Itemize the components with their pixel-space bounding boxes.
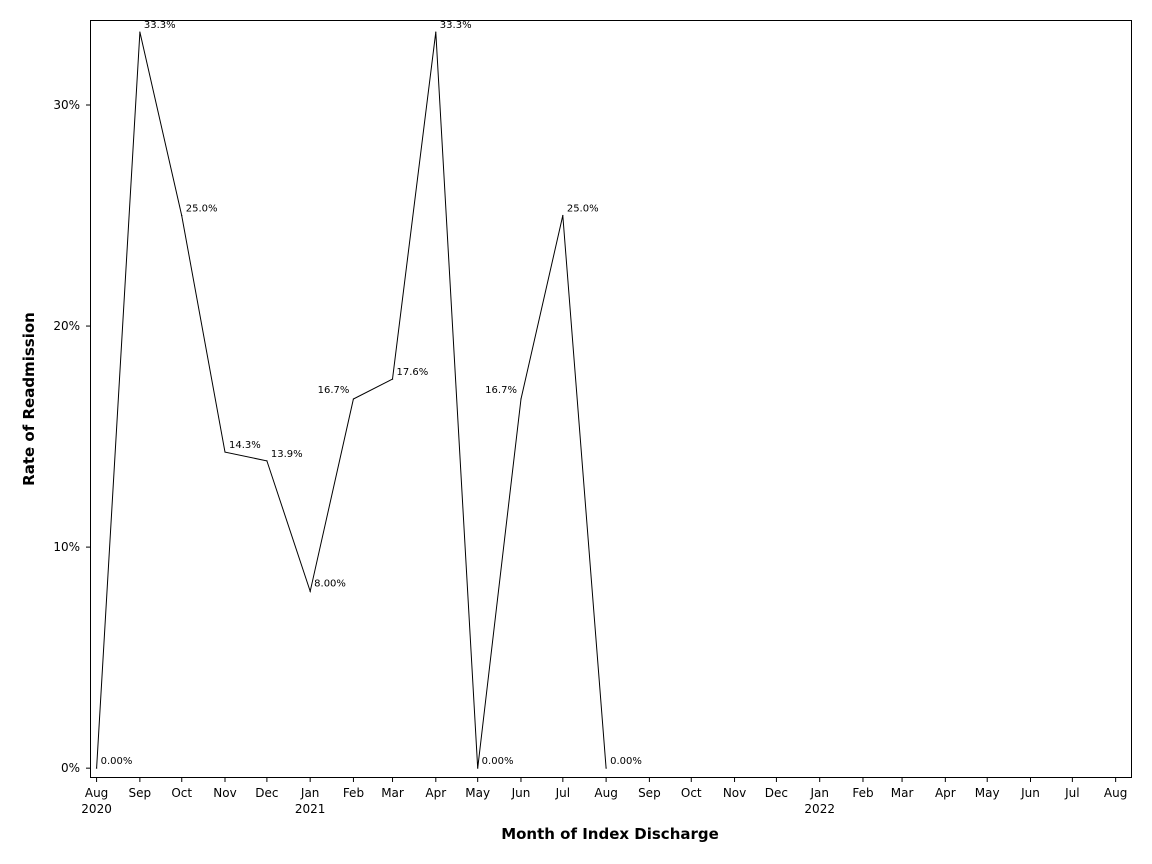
data-point — [352, 398, 355, 400]
data-point — [435, 31, 437, 33]
data-point — [520, 398, 522, 400]
x-tick-label: Mar — [381, 786, 404, 800]
x-tick-label: Dec — [765, 786, 788, 800]
series-layer — [95, 31, 607, 769]
data-point — [391, 378, 394, 380]
x-tick-label: Sep — [129, 786, 152, 800]
data-label: 16.7% — [318, 385, 350, 396]
x-tick-label: Jun — [1020, 786, 1040, 800]
y-tick-label: 0% — [61, 761, 80, 775]
x-tick-label: Jan — [809, 786, 829, 800]
data-label: 8.00% — [314, 578, 346, 589]
data-label: 25.0% — [567, 204, 599, 215]
x-tick-label: Aug — [1104, 786, 1127, 800]
data-label: 0.00% — [101, 756, 133, 767]
data-label: 33.3% — [440, 20, 472, 31]
x-axis-title: Month of Index Discharge — [501, 825, 719, 843]
x-tick-label: Aug — [594, 786, 617, 800]
series-line — [96, 31, 607, 769]
data-label: 17.6% — [397, 367, 429, 378]
data-point — [181, 214, 183, 217]
data-point — [605, 767, 607, 769]
plot-frame — [90, 20, 1132, 778]
data-point — [562, 214, 564, 217]
x-tick-year-label: 2022 — [804, 802, 835, 816]
data-point — [95, 767, 98, 769]
data-label: 25.0% — [186, 204, 218, 215]
y-tick-label: 10% — [53, 540, 80, 554]
x-tick-label: Jan — [300, 786, 320, 800]
x-tick-label: Mar — [891, 786, 914, 800]
data-label: 0.00% — [610, 756, 642, 767]
y-axis-title: Rate of Readmission — [20, 312, 38, 486]
data-point — [139, 31, 141, 33]
x-tick-label: Jul — [555, 786, 570, 800]
x-tick-year-label: 2020 — [81, 802, 112, 816]
x-tick-label: Oct — [681, 786, 702, 800]
data-labels: 0.00% 33.3% 25.0% 14.3% 13.9% 8.00% 16.7% 17.6%… — [101, 20, 642, 767]
data-label: 16.7% — [485, 385, 517, 396]
x-tick-label: Feb — [852, 786, 873, 800]
x-tick-label: Jun — [511, 786, 531, 800]
x-tick-label: May — [465, 786, 490, 800]
x-axis: Aug 2020 Sep Oct Nov Dec Jan 2021 Feb Mar Apr May Ju… — [81, 777, 1127, 816]
x-tick-label: Jul — [1064, 786, 1079, 800]
y-tick-label: 20% — [53, 319, 80, 333]
x-tick-label: May — [975, 786, 1000, 800]
data-label: 13.9% — [271, 449, 303, 460]
data-label: 14.3% — [229, 440, 261, 451]
data-label: 33.3% — [144, 20, 176, 31]
y-axis: 0% 10% 20% 30% — [53, 98, 91, 775]
x-tick-label: Nov — [723, 786, 746, 800]
x-tick-label: Oct — [171, 786, 192, 800]
x-tick-label: Dec — [255, 786, 278, 800]
data-label: 0.00% — [482, 756, 514, 767]
x-tick-label: Aug — [85, 786, 108, 800]
data-point — [224, 451, 226, 453]
y-tick-label: 30% — [53, 98, 80, 112]
x-tick-label: Feb — [343, 786, 364, 800]
x-tick-label: Nov — [213, 786, 236, 800]
x-tick-label: Apr — [935, 786, 956, 800]
data-point — [309, 590, 311, 592]
x-tick-label: Apr — [425, 786, 446, 800]
x-tick-label: Sep — [638, 786, 661, 800]
x-tick-year-label: 2021 — [295, 802, 326, 816]
data-point — [266, 460, 268, 462]
data-point — [477, 767, 479, 769]
